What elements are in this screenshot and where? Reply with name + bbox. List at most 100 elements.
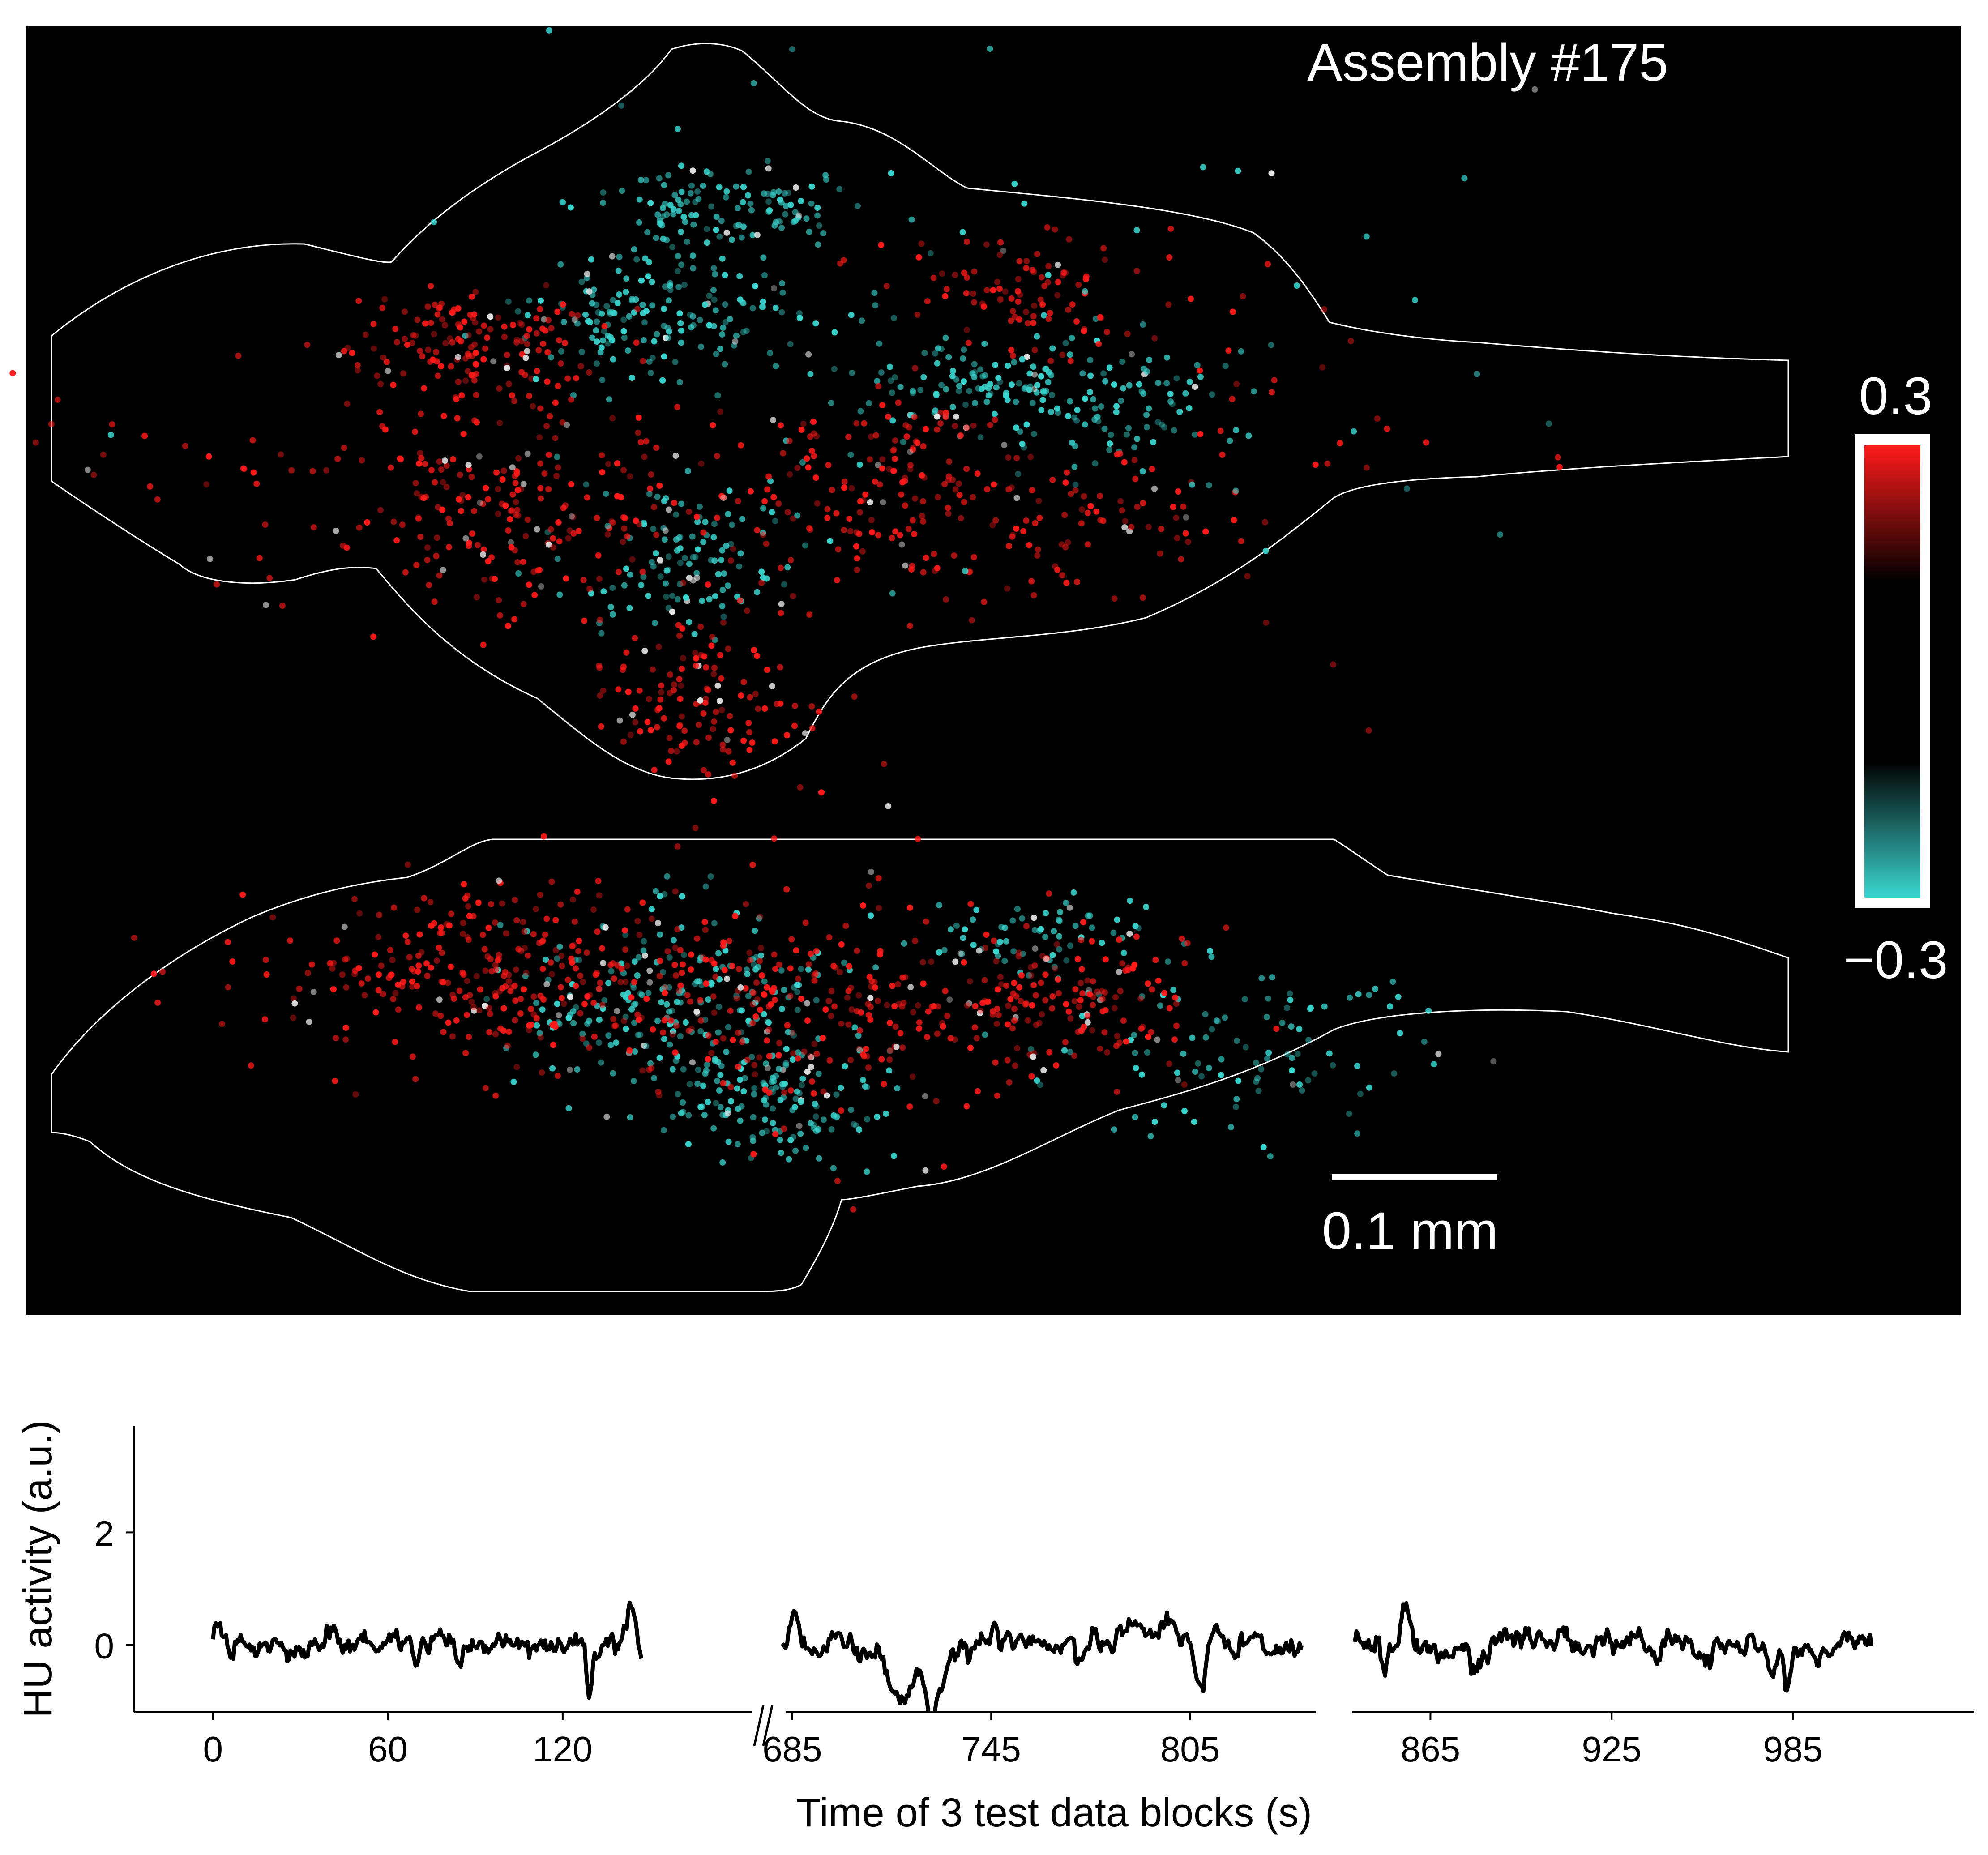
neuron-point xyxy=(288,467,295,474)
neuron-point xyxy=(864,1116,871,1123)
neuron-point xyxy=(640,358,646,364)
neuron-point xyxy=(701,767,707,774)
dorsal-view-outline xyxy=(51,43,1789,780)
neuron-point xyxy=(648,1065,655,1072)
neuron-point xyxy=(688,182,695,189)
neuron-point xyxy=(963,466,970,472)
neuron-point xyxy=(889,417,896,424)
neuron-point xyxy=(716,1004,723,1010)
neuron-point xyxy=(477,986,483,993)
neuron-point xyxy=(545,317,552,324)
neuron-point xyxy=(875,383,882,389)
neuron-point xyxy=(676,379,683,385)
neuron-point xyxy=(990,1008,996,1014)
neuron-point xyxy=(1019,440,1026,447)
neuron-point xyxy=(748,1054,755,1060)
neuron-point xyxy=(958,432,964,439)
neuron-point xyxy=(427,359,433,365)
neuron-point xyxy=(609,253,616,260)
neuron-point xyxy=(333,1035,339,1041)
neuron-point xyxy=(586,319,593,325)
neuron-point xyxy=(548,971,555,978)
neuron-point xyxy=(851,693,858,700)
neuron-point xyxy=(853,1122,859,1129)
neuron-point xyxy=(1013,398,1019,405)
neuron-point xyxy=(1197,431,1204,437)
neuron-point xyxy=(777,1097,784,1103)
neuron-point xyxy=(847,1057,854,1063)
neuron-point xyxy=(930,274,937,281)
neuron-point xyxy=(526,326,533,333)
neuron-point xyxy=(539,966,546,972)
neuron-point xyxy=(675,1091,681,1098)
neuron-point xyxy=(1366,992,1372,998)
neuron-point xyxy=(511,616,518,623)
neuron-point xyxy=(860,902,867,909)
neuron-point xyxy=(262,957,269,963)
neuron-point xyxy=(932,568,938,574)
neuron-point xyxy=(604,340,611,347)
neuron-point xyxy=(744,607,750,614)
neuron-point xyxy=(1038,926,1044,932)
neuron-point xyxy=(451,996,457,1002)
neuron-point xyxy=(593,971,599,978)
neuron-point xyxy=(919,959,926,966)
neuron-point xyxy=(1038,373,1044,380)
neuron-point xyxy=(512,479,519,486)
neuron-point xyxy=(1284,1051,1291,1058)
neuron-point xyxy=(703,168,710,175)
neuron-point xyxy=(665,172,671,179)
neuron-point xyxy=(549,1065,556,1072)
neuron-point xyxy=(941,1163,947,1170)
neuron-point xyxy=(697,697,704,704)
neuron-point xyxy=(779,1083,786,1090)
neuron-point xyxy=(445,1019,452,1026)
neuron-point xyxy=(570,530,577,537)
neuron-point xyxy=(787,201,794,208)
neuron-point xyxy=(866,882,872,889)
neuron-point xyxy=(1321,1003,1328,1010)
neuron-point xyxy=(511,398,517,405)
neuron-point xyxy=(546,452,552,458)
neuron-point xyxy=(875,532,882,539)
neuron-point xyxy=(760,298,766,305)
neuron-point xyxy=(449,1033,456,1040)
neuron-point xyxy=(521,986,527,993)
neuron-point xyxy=(1125,425,1132,432)
neuron-point xyxy=(533,1015,540,1022)
neuron-point xyxy=(486,1029,493,1035)
neuron-point xyxy=(1066,236,1073,243)
neuron-point xyxy=(1346,1111,1352,1117)
neuron-point xyxy=(1032,520,1039,526)
neuron-point xyxy=(740,679,747,685)
neuron-point xyxy=(704,226,710,232)
neuron-point xyxy=(928,958,935,965)
neuron-point xyxy=(1191,1119,1197,1125)
neuron-point xyxy=(909,563,915,569)
neuron-point xyxy=(770,1105,776,1112)
neuron-point xyxy=(859,1077,866,1083)
neuron-point xyxy=(1043,956,1049,962)
neuron-point xyxy=(335,352,342,359)
neuron-point xyxy=(899,1044,906,1051)
neuron-point xyxy=(634,918,641,924)
neuron-point xyxy=(674,596,681,603)
neuron-point xyxy=(1365,727,1372,734)
x-tick-label: 865 xyxy=(1401,1729,1460,1769)
neuron-point xyxy=(654,493,661,500)
neuron-point xyxy=(772,304,779,311)
neuron-point xyxy=(1078,936,1085,943)
neuron-point xyxy=(678,500,685,507)
neuron-point xyxy=(1174,535,1180,541)
neuron-point xyxy=(1081,493,1087,500)
neuron-point xyxy=(1070,889,1077,896)
neuron-point xyxy=(1167,225,1174,232)
neuron-point xyxy=(554,308,561,315)
neuron-point xyxy=(716,184,723,190)
neuron-point xyxy=(1075,1029,1082,1035)
neuron-point xyxy=(439,316,445,323)
neuron-point xyxy=(814,212,821,219)
neuron-point xyxy=(886,363,893,370)
neuron-point xyxy=(1013,495,1020,501)
neuron-point xyxy=(779,280,786,286)
